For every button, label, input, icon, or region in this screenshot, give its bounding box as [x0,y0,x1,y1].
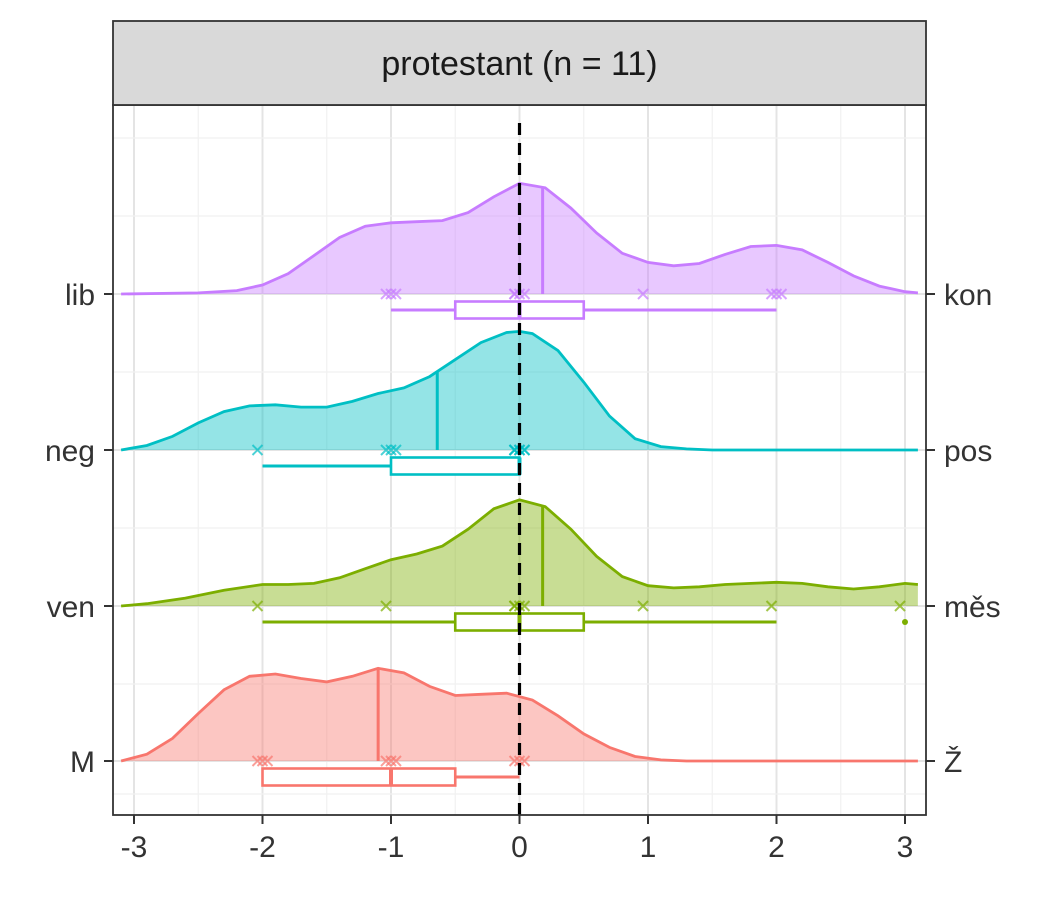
data-point [508,755,521,767]
data-point [765,600,778,612]
y-tick-label-left: M [70,746,95,779]
data-point [518,288,531,300]
x-tick-label: 1 [640,831,657,864]
data-point [251,600,264,612]
facet-title: protestant (n = 11) [381,45,657,83]
y-tick-label-right: kon [944,279,992,312]
box-outlier [902,619,908,625]
data-point [256,755,269,767]
data-point [765,288,778,300]
data-point [251,444,264,456]
data-point [390,288,402,300]
density-line [121,181,919,296]
box-iqr [389,456,521,476]
data-point [770,288,783,300]
data-point [637,288,649,300]
y-tick-label-left: ven [47,591,95,624]
y-tick-label-left: lib [65,279,95,312]
data-point [775,288,788,300]
data-point [518,600,531,612]
data-point [380,600,392,612]
data-point [380,755,392,767]
data-point [380,444,392,456]
density-line [120,666,918,763]
data-point [518,444,531,456]
data-point [508,444,521,456]
data-point [385,755,397,767]
y-tick-label-right: pos [944,435,992,468]
density-area [121,183,918,294]
facet-strip [112,20,927,106]
data-point [385,444,397,456]
x-tick-label: -3 [121,831,148,864]
density-line [120,329,918,452]
x-tick-label: 3 [897,831,914,864]
density-line [120,498,919,608]
data-point [251,755,264,767]
data-point [390,755,402,767]
x-tick-label: 2 [768,831,785,864]
data-point [380,288,392,300]
data-point [513,755,526,767]
x-tick-label: -1 [378,831,405,864]
y-tick-label-right: měs [944,591,1001,624]
data-point [894,600,906,612]
y-tick-label-right: Ž [944,746,962,779]
y-tick-label-left: neg [45,435,95,468]
data-point [508,600,521,612]
x-tick-label: -2 [249,831,276,864]
data-point [508,288,521,300]
box-iqr [261,767,457,787]
data-point [518,755,531,767]
axes: -3 -2 -1 0 1 2 3 lib kon neg pos ven měs M Ž [45,279,1001,864]
data-point [261,755,274,767]
x-tick-label: 0 [511,831,528,864]
data-point [385,288,397,300]
data-point [637,600,649,612]
data-point [390,444,402,456]
ridge-lib [121,181,919,320]
